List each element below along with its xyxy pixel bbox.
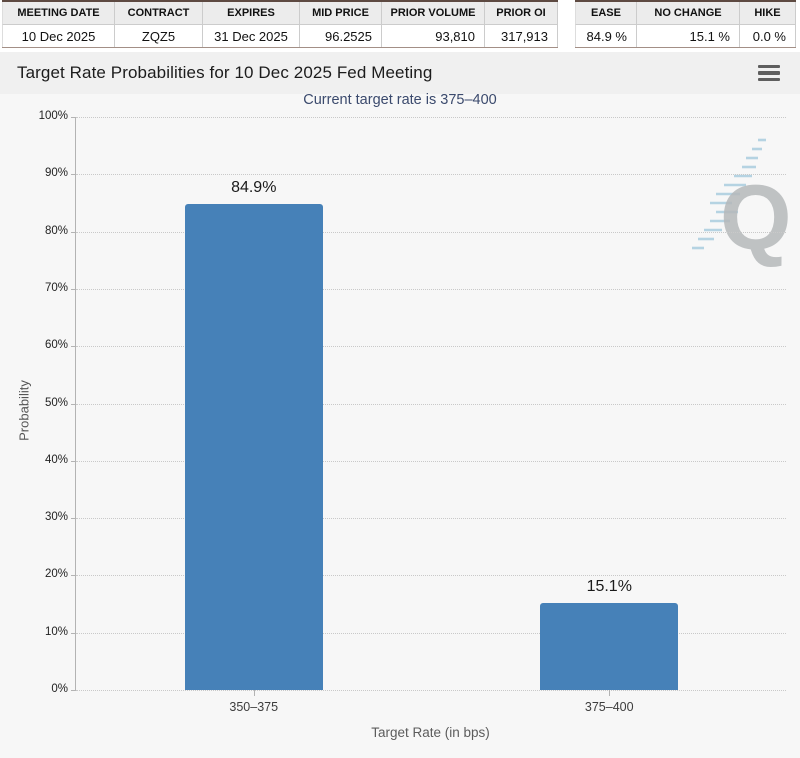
probability-table-data-row: 84.9 % 15.1 % 0.0 % [575, 25, 796, 47]
meeting-date-value: 10 Dec 2025 [2, 25, 115, 47]
gridline [76, 403, 786, 405]
bar-value-label: 84.9% [231, 178, 277, 196]
col-contract: CONTRACT [115, 2, 203, 25]
x-tick-mark [609, 690, 611, 696]
col-hike: HIKE [740, 2, 796, 25]
x-tick-label: 350–375 [229, 700, 279, 714]
no-change-value: 15.1 % [637, 25, 740, 47]
y-tick-mark [71, 575, 76, 577]
y-tick-label: 80% [44, 224, 68, 237]
probability-table-header-row: EASE NO CHANGE HIKE [575, 2, 796, 25]
probability-bar[interactable] [184, 203, 323, 690]
chart-title-bar: Target Rate Probabilities for 10 Dec 202… [0, 52, 800, 94]
y-tick-mark [71, 174, 76, 176]
x-tick-mark [253, 690, 255, 696]
y-tick-label: 70% [44, 281, 68, 294]
prior-volume-value: 93,810 [382, 25, 485, 47]
col-mid-price: MID PRICE [300, 2, 382, 25]
contract-table-data-row: 10 Dec 2025 ZQZ5 31 Dec 2025 96.2525 93,… [2, 25, 558, 47]
gridline [76, 690, 786, 691]
y-tick-label: 100% [38, 110, 68, 122]
hamburger-menu-icon[interactable] [758, 62, 784, 84]
y-axis-title: Probability [16, 380, 32, 441]
gridline [76, 117, 786, 118]
col-ease: EASE [575, 2, 637, 25]
chart-title: Target Rate Probabilities for 10 Dec 202… [17, 63, 433, 82]
ease-value: 84.9 % [575, 25, 637, 47]
mid-price-value: 96.2525 [300, 25, 382, 47]
gridline [76, 575, 786, 577]
y-tick-label: 90% [44, 167, 68, 180]
gridline [76, 632, 786, 634]
hike-value: 0.0 % [740, 25, 796, 47]
col-meeting-date: MEETING DATE [2, 2, 115, 25]
y-tick-mark [71, 346, 76, 348]
y-tick-mark [71, 518, 76, 520]
gridline [76, 288, 786, 290]
y-tick-mark [71, 288, 76, 290]
gridline [76, 346, 786, 348]
chart-panel: Target Rate Probabilities for 10 Dec 202… [0, 52, 800, 758]
y-tick-mark [71, 690, 76, 691]
gridline [76, 518, 786, 520]
col-prior-volume: PRIOR VOLUME [382, 2, 485, 25]
x-tick-label: 375–400 [584, 700, 634, 714]
x-axis-title: Target Rate (in bps) [371, 725, 490, 740]
gridline [76, 174, 786, 176]
y-tick-label: 0% [51, 683, 68, 695]
y-tick-label: 30% [44, 511, 68, 524]
gridline [76, 231, 786, 233]
chart-subtitle: Current target rate is 375–400 [303, 92, 497, 108]
move-probability-table: EASE NO CHANGE HIKE 84.9 % 15.1 % 0.0 % [575, 0, 796, 48]
col-expires: EXPIRES [203, 2, 300, 25]
y-tick-mark [71, 117, 76, 118]
plot-area: 0% 10% 20% 30% 40% 50% 60% 70% 80% 90% 100% 84.9% 35… [39, 110, 786, 714]
y-tick-mark [71, 632, 76, 634]
y-tick-mark [71, 231, 76, 233]
expires-value: 31 Dec 2025 [203, 25, 300, 47]
y-tick-label: 20% [44, 568, 68, 581]
gridline [76, 460, 786, 462]
prior-oi-value: 317,913 [485, 25, 558, 47]
contract-value: ZQZ5 [115, 25, 203, 47]
y-tick-label: 10% [44, 625, 68, 638]
col-no-change: NO CHANGE [637, 2, 740, 25]
y-tick-mark [71, 403, 76, 405]
probability-bar[interactable] [540, 603, 679, 690]
y-tick-label: 60% [44, 339, 68, 352]
y-tick-label: 40% [44, 453, 68, 466]
contract-table-header-row: MEETING DATE CONTRACT EXPIRES MID PRICE … [2, 2, 558, 25]
col-prior-oi: PRIOR OI [485, 2, 558, 25]
y-tick-label: 50% [44, 396, 68, 409]
contract-info-table: MEETING DATE CONTRACT EXPIRES MID PRICE … [2, 0, 558, 48]
bar-value-label: 15.1% [586, 578, 632, 596]
y-tick-mark [71, 460, 76, 462]
